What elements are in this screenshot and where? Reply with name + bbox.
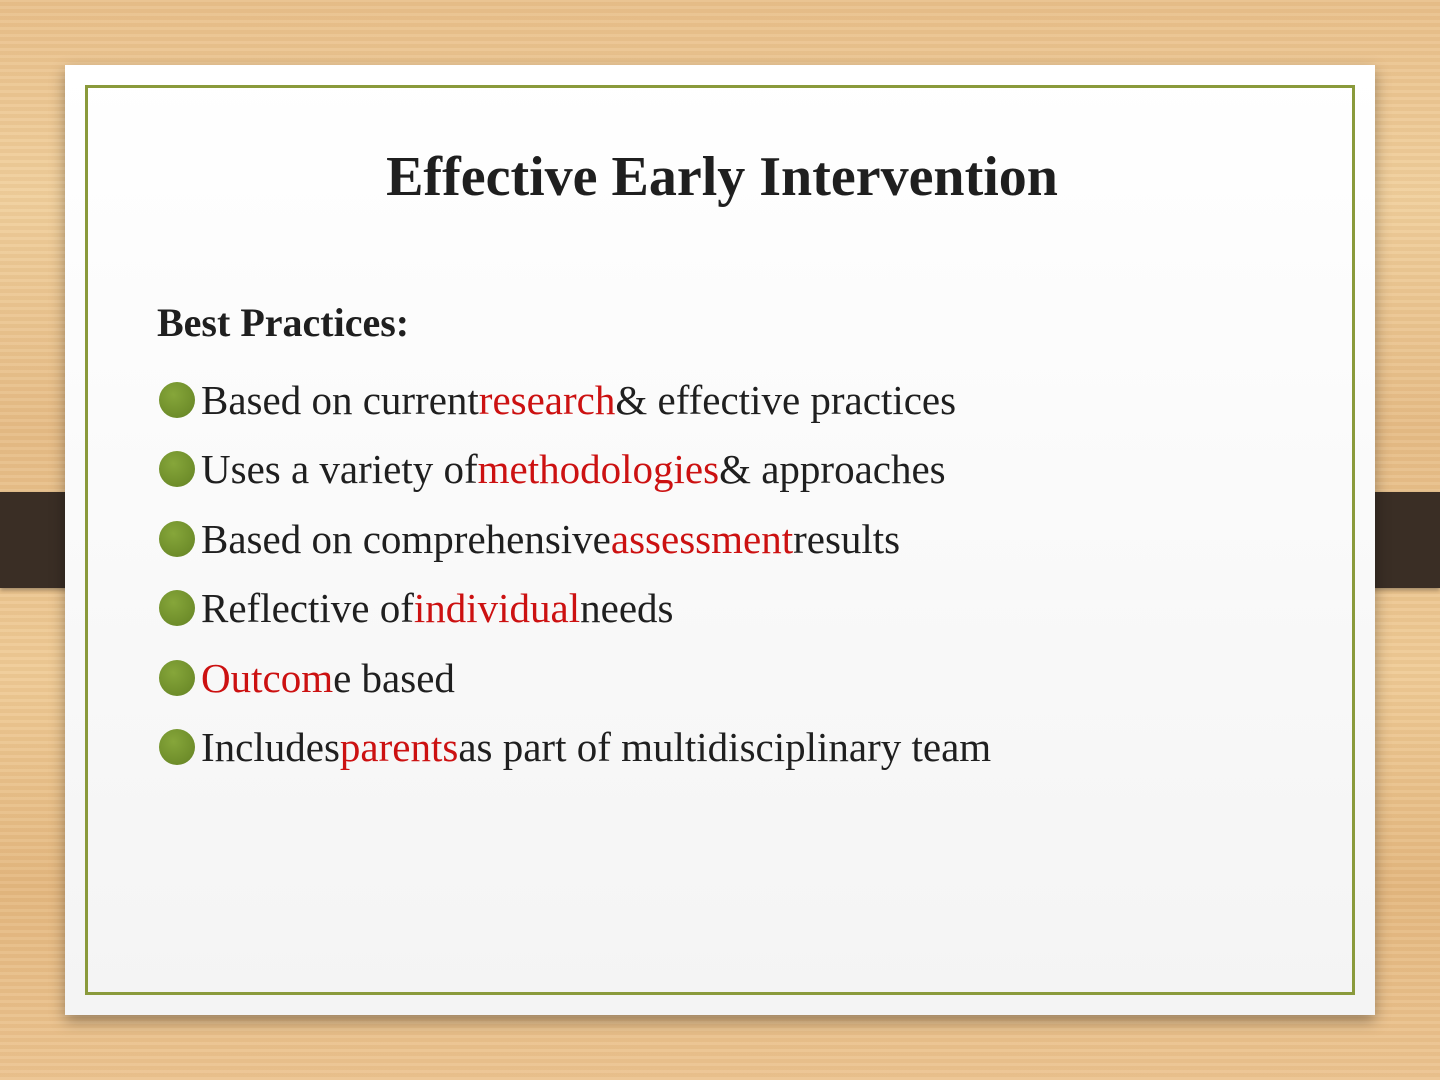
bullet-text-before: Uses a variety of [201, 446, 478, 493]
best-practices-heading: Best Practices: [157, 300, 410, 345]
bullet-highlight: Outcom [201, 654, 334, 701]
bullet-text-before: Includes [201, 724, 340, 771]
bullet-text-after: as part of multidisciplinary team [458, 724, 992, 771]
bullet-text-after: & effective practices [615, 376, 957, 423]
bullet-text-before: Reflective of [201, 585, 414, 632]
bullet-text-after: e based [333, 654, 455, 701]
bullet-highlight: parents [339, 724, 459, 771]
slide-card: Effective Early Intervention Best Practi… [65, 65, 1375, 1015]
slide-title: Effective Early Intervention [386, 146, 1058, 208]
green-circle-bullet-icon [159, 381, 195, 418]
bullet-item: Includes parents as part of multidiscipl… [159, 713, 991, 783]
green-circle-bullet-icon [159, 520, 195, 557]
bullet-item: Based on comprehensive assessment result… [159, 504, 991, 574]
green-circle-bullet-icon [159, 590, 195, 627]
bullet-text-before: Based on comprehensive [201, 515, 611, 562]
bullet-highlight: research [478, 376, 616, 423]
bullet-item: Uses a variety of methodologies & approa… [159, 435, 991, 505]
green-circle-bullet-icon [159, 729, 195, 766]
bullet-highlight: individual [413, 585, 581, 632]
bullet-highlight: methodologies [477, 446, 720, 493]
bullet-list: Based on current research & effective pr… [159, 365, 991, 782]
bullet-item: Reflective of individual needs [159, 574, 991, 644]
bullet-text-after: results [793, 515, 901, 562]
bullet-text-before: Based on current [201, 376, 479, 423]
bullet-text-after: needs [580, 585, 674, 632]
bullet-highlight: assessment [610, 515, 794, 562]
green-circle-bullet-icon [159, 659, 195, 696]
bullet-item: Outcom e based [159, 643, 991, 713]
bullet-item: Based on current research & effective pr… [159, 365, 991, 435]
slide-frame [85, 85, 1355, 995]
green-circle-bullet-icon [159, 451, 195, 488]
bullet-text-after: & approaches [719, 446, 946, 493]
